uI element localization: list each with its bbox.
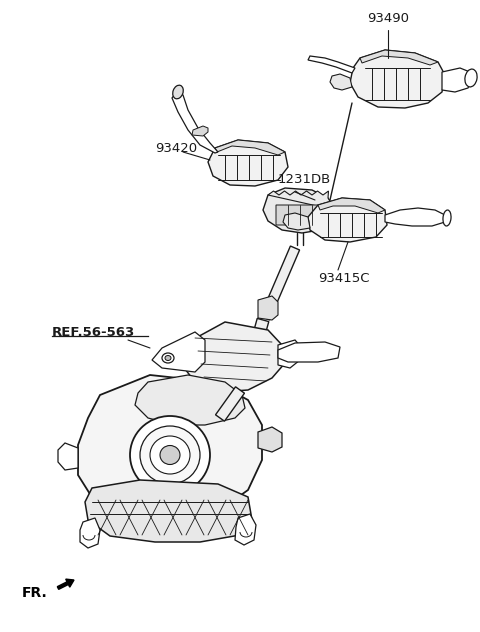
Polygon shape [80,518,100,548]
Ellipse shape [162,353,174,363]
Polygon shape [263,188,335,233]
Polygon shape [152,332,205,372]
Text: 93420: 93420 [155,142,197,154]
Ellipse shape [165,355,171,360]
Polygon shape [85,480,252,542]
Text: REF.56-563: REF.56-563 [52,325,135,339]
Polygon shape [261,246,300,320]
Polygon shape [283,213,310,230]
Polygon shape [135,375,245,425]
Ellipse shape [160,446,180,465]
Polygon shape [258,427,282,452]
Polygon shape [258,296,278,320]
Ellipse shape [150,436,190,474]
Ellipse shape [288,351,292,355]
Polygon shape [58,443,78,470]
Polygon shape [330,74,352,90]
Text: 1231DB: 1231DB [278,173,331,186]
Text: 93490: 93490 [367,12,409,25]
Polygon shape [350,50,445,108]
Polygon shape [308,198,387,242]
Polygon shape [216,387,244,421]
Ellipse shape [140,426,200,484]
Polygon shape [276,205,322,225]
Ellipse shape [173,85,183,99]
Polygon shape [182,322,285,392]
Polygon shape [385,208,445,226]
Polygon shape [208,140,288,186]
Polygon shape [442,68,472,92]
Polygon shape [360,50,438,65]
Ellipse shape [285,348,295,358]
Ellipse shape [465,69,477,87]
Polygon shape [241,319,269,380]
Text: 93415C: 93415C [318,272,370,285]
Ellipse shape [443,210,451,226]
Polygon shape [318,198,385,213]
Polygon shape [78,375,262,520]
Polygon shape [308,56,355,73]
Polygon shape [278,342,340,362]
Ellipse shape [130,416,210,494]
FancyArrow shape [57,579,74,590]
Polygon shape [192,126,208,136]
Polygon shape [215,140,285,155]
Polygon shape [278,340,302,368]
Text: FR.: FR. [22,586,48,600]
Polygon shape [172,93,218,153]
Polygon shape [268,191,335,210]
Polygon shape [235,514,256,545]
